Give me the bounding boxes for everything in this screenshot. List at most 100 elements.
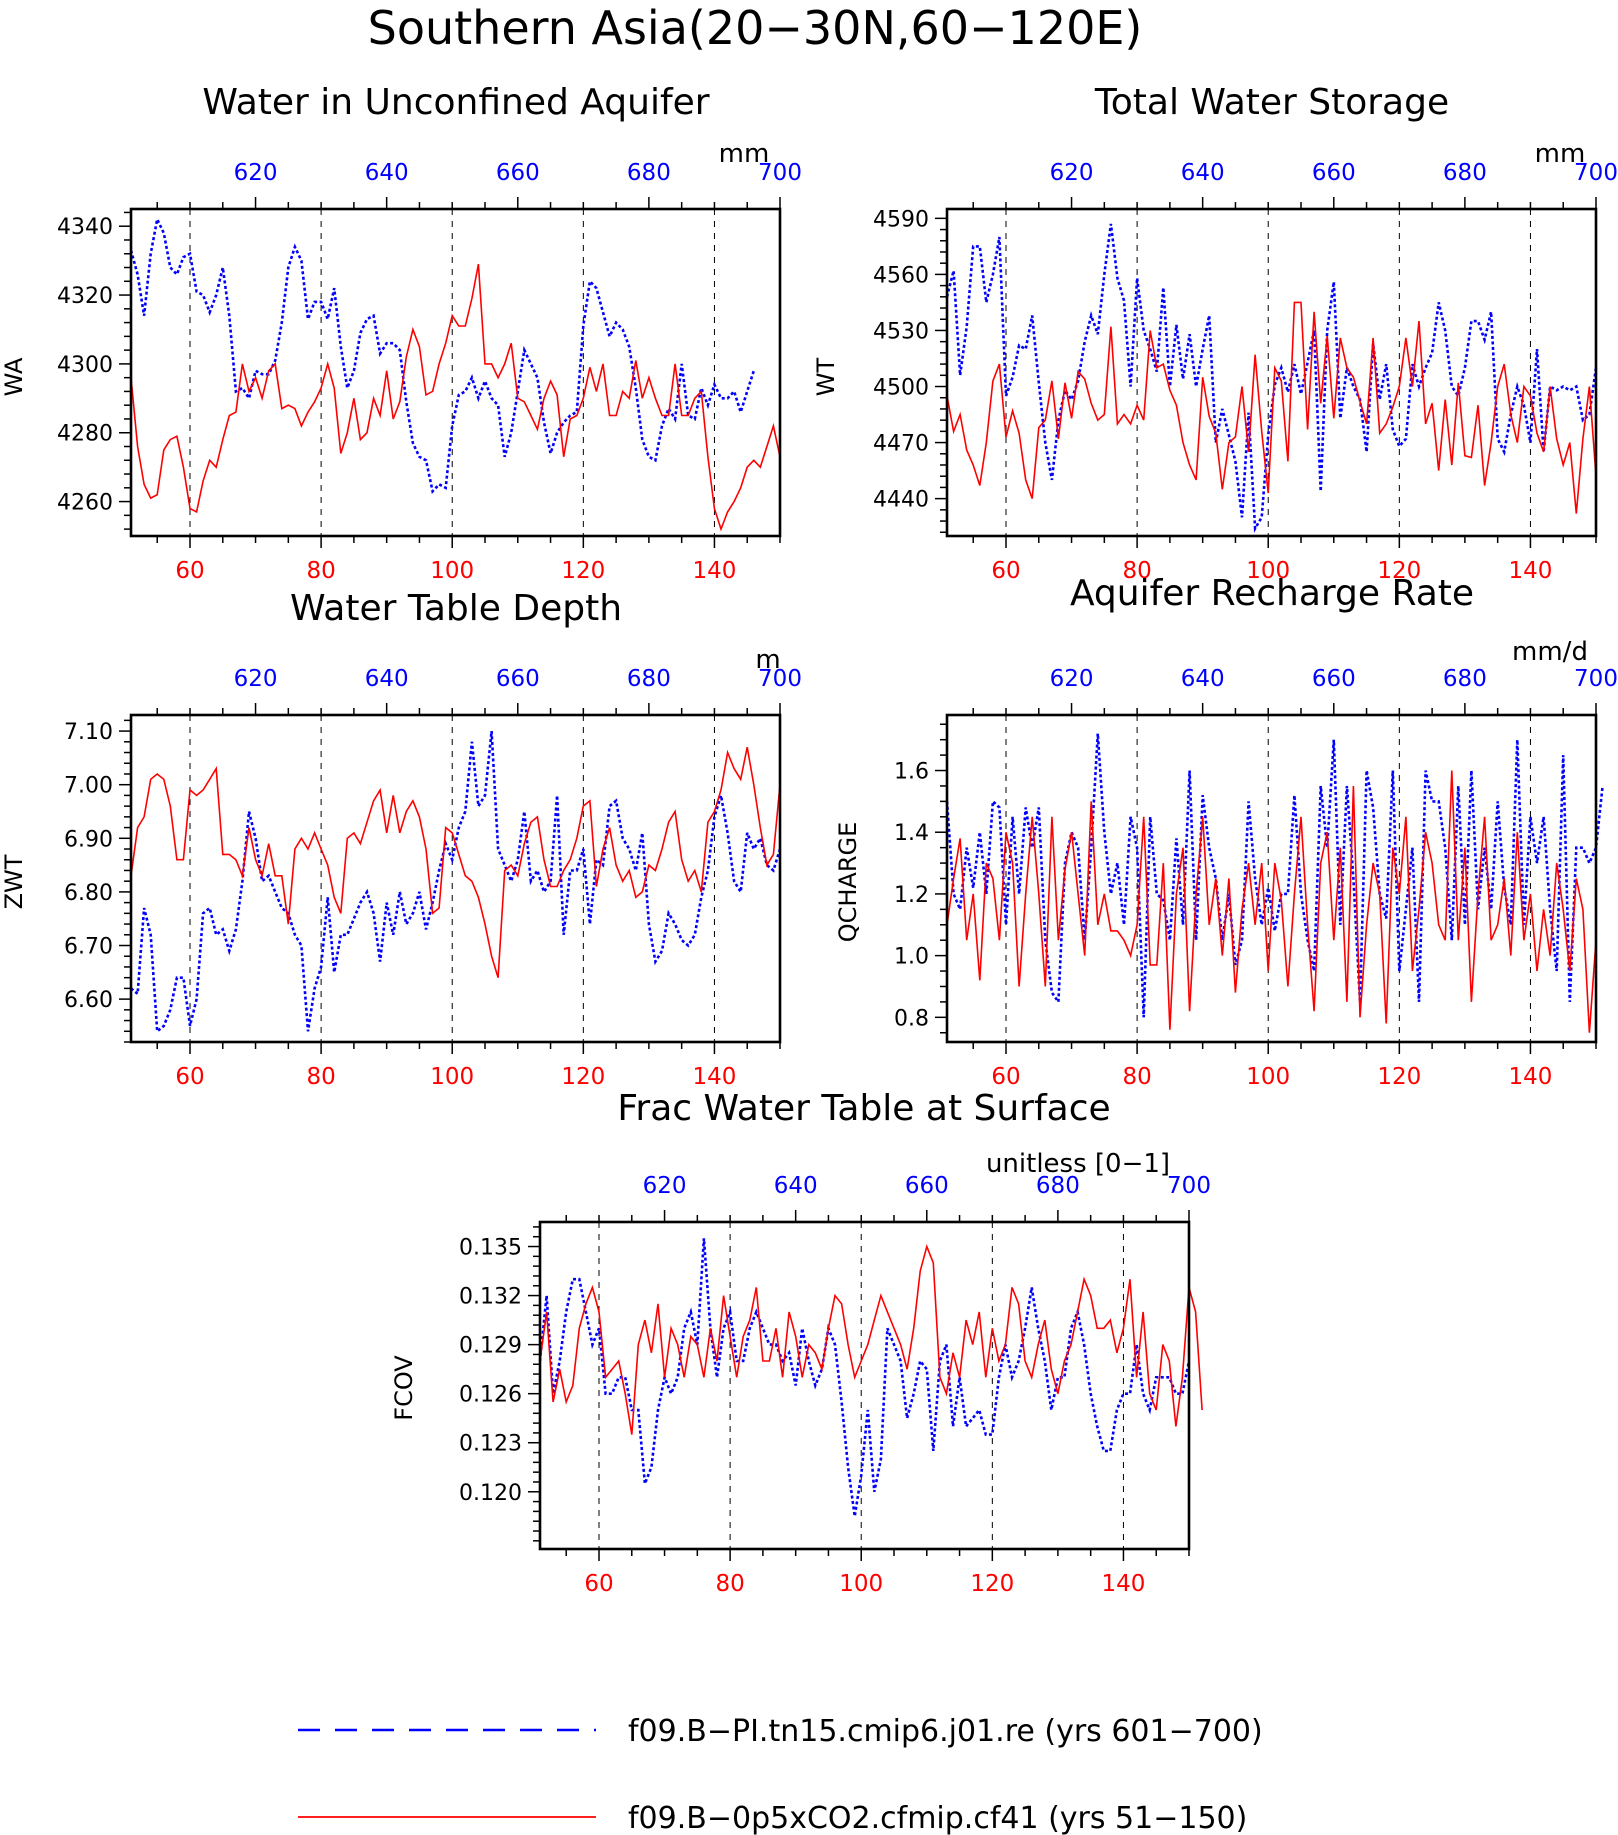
y-tick-label: 0.129 — [459, 1334, 522, 1359]
x-tick-label-bottom: 100 — [1246, 558, 1290, 584]
plot-frame — [538, 1220, 1191, 1551]
x-tick-label-bottom: 60 — [584, 1571, 613, 1597]
series-line-blue — [130, 730, 782, 1034]
y-tick-label: 0.135 — [459, 1236, 522, 1261]
x-tick-label-bottom: 80 — [1122, 558, 1151, 584]
x-tick-label-bottom: 100 — [430, 558, 474, 584]
units-label: unitless [0−1] — [986, 1149, 1170, 1179]
series-line-red — [539, 1243, 1203, 1435]
series-line-blue — [538, 1238, 1191, 1517]
series-line-blue — [129, 215, 756, 494]
x-tick-label-top: 700 — [1574, 160, 1618, 186]
x-tick-label-top: 660 — [496, 160, 540, 186]
y-tick-label: 6.90 — [64, 827, 113, 852]
y-tick-label: 4300 — [57, 353, 113, 378]
y-tick-label: 4470 — [873, 432, 929, 457]
x-tick-label-top: 640 — [1181, 666, 1225, 692]
x-tick-label-bottom: 80 — [715, 1571, 744, 1597]
x-tick-label-top: 620 — [1050, 160, 1094, 186]
x-tick-label-top: 680 — [1036, 1173, 1080, 1199]
x-tick-label-bottom: 140 — [692, 1064, 736, 1090]
x-tick-label-top: 640 — [365, 160, 409, 186]
y-tick-label: 4260 — [57, 491, 113, 516]
x-tick-label-bottom: 140 — [692, 558, 736, 584]
y-tick-label: 0.123 — [459, 1432, 522, 1457]
x-tick-label-bottom: 80 — [306, 1064, 335, 1090]
y-axis-label: ZWT — [0, 854, 28, 909]
y-tick-label: 4340 — [57, 215, 113, 240]
plot-frame — [129, 713, 782, 1044]
series-line-red — [946, 770, 1597, 1033]
x-tick-label-top: 660 — [905, 1173, 949, 1199]
y-axis-label: FCOV — [390, 1355, 418, 1421]
y-tick-label: 4590 — [873, 207, 929, 232]
figure-title: Southern Asia(20−30N,60−120E) — [368, 1, 1143, 55]
x-tick-label-top: 660 — [1312, 666, 1356, 692]
y-tick-label: 7.10 — [64, 720, 113, 745]
x-tick-label-bottom: 80 — [1122, 1064, 1151, 1090]
x-tick-label-bottom: 140 — [1101, 1571, 1145, 1597]
panel-title: Water in Unconfined Aquifer — [202, 82, 709, 123]
x-tick-label-bottom: 120 — [561, 1064, 605, 1090]
y-tick-label: 0.132 — [459, 1285, 522, 1310]
series-line-red — [130, 263, 781, 532]
y-tick-label: 4440 — [873, 488, 929, 513]
x-tick-label-top: 680 — [627, 160, 671, 186]
x-tick-label-bottom: 120 — [561, 558, 605, 584]
x-tick-label-bottom: 60 — [991, 558, 1020, 584]
y-tick-label: 4560 — [873, 263, 929, 288]
y-tick-label: 7.00 — [64, 774, 113, 799]
x-tick-label-top: 700 — [1167, 1173, 1211, 1199]
y-tick-label: 4280 — [57, 422, 113, 447]
x-tick-label-top: 640 — [1181, 160, 1225, 186]
panel-water-in-unconfined-aquifer: Water in Unconfined Aquifer mm WA 60 80 10… — [0, 82, 802, 584]
y-axis-label: WT — [812, 357, 840, 396]
y-tick-label: 1.6 — [894, 760, 929, 785]
x-tick-label-top: 640 — [365, 666, 409, 692]
x-tick-label-top: 700 — [1574, 666, 1618, 692]
units-label: mm — [719, 139, 770, 169]
legend-label-blue: f09.B−PI.tn15.cmip6.j01.re (yrs 601−700) — [628, 1714, 1263, 1749]
x-tick-label-top: 660 — [1312, 160, 1356, 186]
y-tick-label: 1.0 — [894, 945, 929, 970]
units-label: mm — [1535, 139, 1586, 169]
series-line-blue — [945, 223, 1598, 533]
x-tick-label-bottom: 100 — [430, 1064, 474, 1090]
y-tick-label: 6.80 — [64, 881, 113, 906]
panel-total-water-storage: Total Water Storage mm WT 60 80 100 120 140 6… — [812, 82, 1618, 584]
panel-title: Total Water Storage — [1094, 82, 1449, 123]
y-tick-label: 4320 — [57, 284, 113, 309]
series-line-blue — [945, 733, 1604, 1018]
panel-title: Water Table Depth — [290, 588, 622, 629]
x-tick-label-bottom: 140 — [1508, 1064, 1552, 1090]
series-line-red — [130, 747, 781, 978]
plot-frame — [945, 207, 1598, 538]
x-tick-label-top: 700 — [758, 160, 802, 186]
y-tick-label: 0.120 — [459, 1481, 522, 1506]
panel-water-table-depth: Water Table Depth m ZWT 60 80 100 120 140 620… — [0, 588, 802, 1090]
y-tick-label: 6.60 — [64, 988, 113, 1013]
x-tick-label-top: 680 — [1443, 160, 1487, 186]
x-tick-label-top: 640 — [774, 1173, 818, 1199]
x-tick-label-top: 680 — [627, 666, 671, 692]
y-tick-label: 0.126 — [459, 1383, 522, 1408]
x-tick-label-top: 620 — [234, 160, 278, 186]
x-tick-label-bottom: 80 — [306, 558, 335, 584]
x-tick-label-bottom: 120 — [970, 1571, 1014, 1597]
x-tick-label-bottom: 100 — [839, 1571, 883, 1597]
panel-frac-water-table-at-surface: Frac Water Table at Surface unitless [0−… — [390, 1088, 1211, 1597]
plot-frame — [945, 713, 1598, 1044]
legend-label-red: f09.B−0p5xCO2.cfmip.cf41 (yrs 51−150) — [628, 1801, 1247, 1835]
x-tick-label-top: 620 — [1050, 666, 1094, 692]
y-tick-label: 1.4 — [894, 821, 929, 846]
x-tick-label-top: 680 — [1443, 666, 1487, 692]
panel-aquifer-recharge-rate: Aquifer Recharge Rate mm/d QCHARGE 60 80 1… — [834, 573, 1618, 1090]
y-tick-label: 1.2 — [894, 883, 929, 908]
y-tick-label: 6.70 — [64, 935, 113, 960]
units-label: mm/d — [1512, 637, 1588, 667]
y-tick-label: 4530 — [873, 319, 929, 344]
x-tick-label-top: 620 — [643, 1173, 687, 1199]
y-tick-label: 0.8 — [894, 1006, 929, 1031]
x-tick-label-top: 660 — [496, 666, 540, 692]
